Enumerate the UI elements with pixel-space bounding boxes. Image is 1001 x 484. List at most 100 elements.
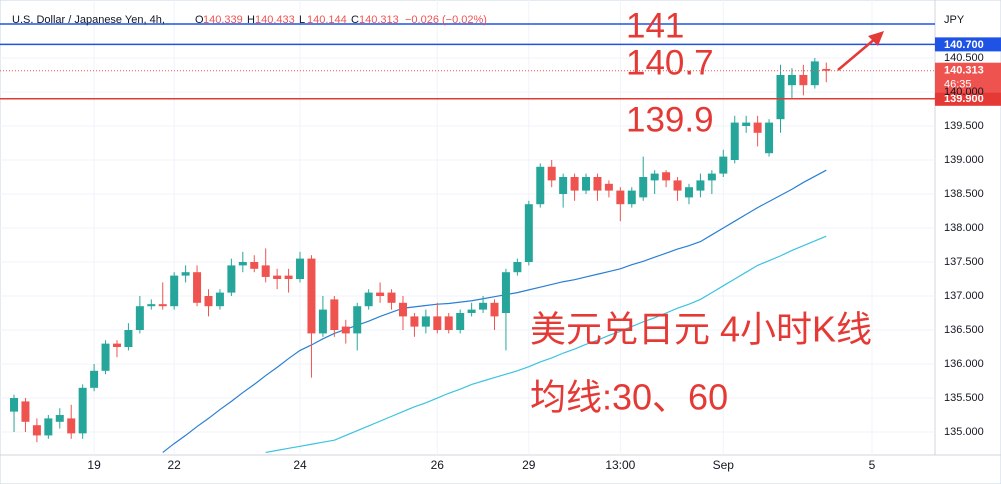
- ohlc-value: 140.313: [359, 14, 399, 26]
- annotation: 均线:30、60: [530, 377, 728, 418]
- candle-body: [296, 258, 305, 280]
- x-tick-label: 26: [431, 458, 445, 472]
- annotation: 美元兑日元 4小时K线: [530, 309, 872, 350]
- candle-body: [639, 176, 648, 198]
- candle-body: [78, 387, 87, 434]
- candle-body: [227, 265, 236, 293]
- candle-body: [810, 61, 819, 86]
- y-tick-label: 138.000: [944, 222, 984, 234]
- candle-body: [32, 425, 41, 436]
- ohlc-value: 140.339: [203, 14, 243, 26]
- candle-body: [318, 309, 327, 334]
- candle-body: [90, 370, 99, 388]
- ohlc-key: L: [299, 14, 305, 26]
- candle-body: [501, 272, 510, 314]
- candle-body: [593, 176, 602, 191]
- y-tick-label: 139.500: [944, 120, 984, 132]
- candle-body: [787, 74, 796, 86]
- candle-body: [112, 343, 121, 348]
- price-tag-label: 139.900: [944, 93, 984, 105]
- candle-body: [44, 418, 53, 436]
- chart-title: U.S. Dollar / Japanese Yen, 4h,: [12, 14, 165, 26]
- candle-body: [490, 302, 499, 317]
- candle-body: [616, 190, 625, 205]
- price-tag: [935, 91, 1001, 106]
- candle-body: [456, 313, 465, 331]
- candle-body: [582, 176, 591, 191]
- candle-body: [215, 292, 224, 307]
- candle-body: [524, 204, 533, 263]
- candle-body: [55, 415, 64, 422]
- plot: [10, 57, 831, 454]
- candle-body: [536, 166, 545, 205]
- candle-body: [135, 306, 144, 331]
- candle-body: [627, 190, 636, 205]
- level-annotation: 141: [626, 6, 684, 45]
- y-tick-label: 136.500: [944, 324, 984, 336]
- candle-body: [376, 292, 385, 297]
- arrow: [837, 37, 877, 71]
- y-tick-label: 137.000: [944, 290, 984, 302]
- price-tag: [935, 37, 1001, 52]
- x-tick-label: Sep: [713, 458, 735, 472]
- candle-body: [707, 173, 716, 181]
- ohlc-value: 140.144: [307, 14, 347, 26]
- candle-body: [444, 316, 453, 331]
- candle-body: [170, 275, 179, 307]
- candle-body: [21, 401, 30, 422]
- ohlc-key: O: [195, 14, 204, 26]
- candle-body: [719, 156, 728, 174]
- candle-body: [479, 302, 488, 310]
- candle-body: [398, 302, 407, 317]
- y-tick-label: 135.500: [944, 392, 984, 404]
- candle-body: [696, 180, 705, 191]
- y-tick-label: 138.500: [944, 188, 984, 200]
- candle-body: [330, 299, 339, 331]
- countdown: 46:35: [944, 79, 972, 91]
- ohlc-key: C: [351, 14, 359, 26]
- candle-body: [776, 74, 785, 120]
- candle-body: [822, 68, 831, 71]
- candle-body: [433, 316, 442, 331]
- y-tick-label: 140.500: [944, 52, 984, 64]
- candle-body: [410, 316, 419, 327]
- x-tick-label: 22: [168, 458, 182, 472]
- candle-body: [662, 172, 671, 181]
- candle-body: [753, 122, 762, 133]
- candle-body: [124, 330, 133, 348]
- candle-body: [765, 122, 774, 154]
- ohlc-change: −0.026 (−0.02%): [405, 14, 487, 26]
- candle-body: [307, 258, 316, 334]
- x-tick-label: 13:00: [605, 458, 635, 472]
- candle-body: [158, 304, 167, 307]
- y-tick-label: 137.500: [944, 256, 984, 268]
- candle-body: [204, 296, 213, 307]
- moving-average: [162, 169, 827, 453]
- level-annotation: 140.7: [626, 43, 714, 82]
- candle-body: [67, 418, 76, 434]
- candle-body: [238, 262, 247, 266]
- candle-body: [742, 122, 751, 126]
- y-tick-label: 135.000: [944, 426, 984, 438]
- candle-body: [421, 316, 430, 327]
- candle-body: [730, 122, 739, 160]
- x-tick-label: 24: [293, 458, 307, 472]
- ohlc-value: 140.433: [255, 14, 295, 26]
- candle-body: [387, 292, 396, 303]
- x-tick-label: 5: [869, 458, 876, 472]
- candle-body: [799, 74, 808, 86]
- candle-body: [10, 398, 19, 412]
- candle-body: [101, 343, 110, 371]
- moving-average: [265, 235, 827, 454]
- price-tag: [935, 62, 1001, 93]
- candle-body: [341, 326, 350, 334]
- x-tick-label: 29: [522, 458, 536, 472]
- price-tag-label: 140.700: [944, 39, 984, 51]
- ohlc-key: H: [247, 14, 255, 26]
- candle-body: [467, 309, 476, 314]
- y-tick-label: 140.000: [944, 86, 984, 98]
- candle-body: [353, 306, 362, 334]
